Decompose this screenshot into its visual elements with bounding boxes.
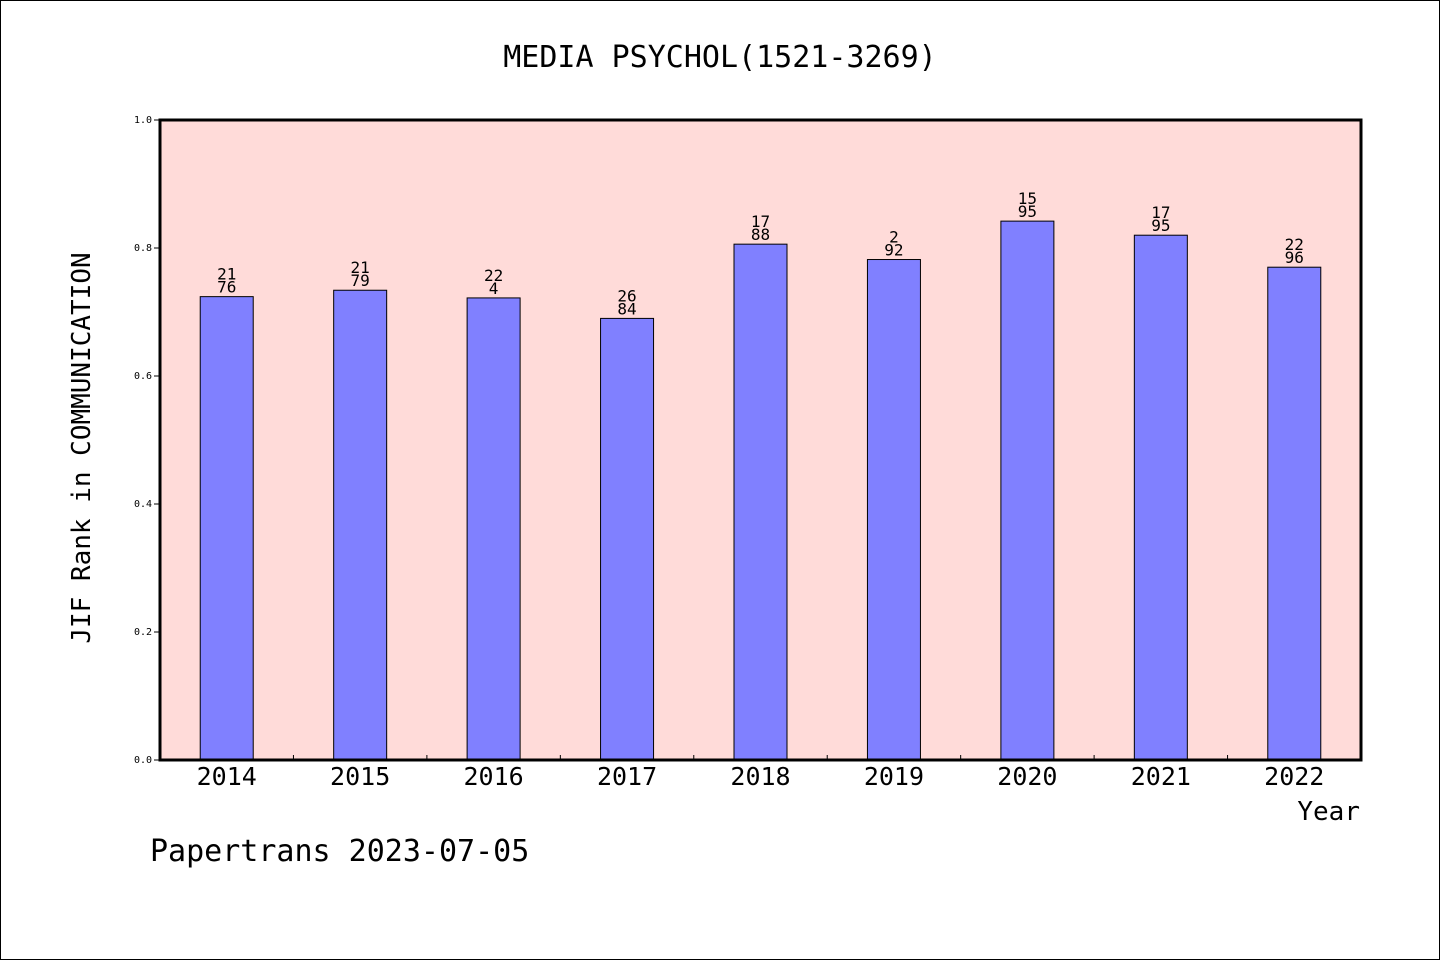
y-tick-label: 1.0 — [134, 115, 152, 126]
y-tick-label: 0.8 — [134, 243, 152, 254]
x-tick-label: 2016 — [464, 762, 524, 791]
plot-border — [158, 118, 1363, 762]
bar-rank-label: 21 — [217, 265, 236, 284]
y-axis-label: JIF Rank in COMMUNICATION — [67, 252, 97, 643]
x-tick-label: 2022 — [1264, 762, 1324, 791]
bar-rank-label: 15 — [1018, 189, 1037, 208]
bar-rank-label: 17 — [751, 212, 770, 231]
bar-rank-label: 22 — [484, 266, 503, 285]
x-tick-label: 2014 — [197, 762, 257, 791]
bar-total-label: 4 — [489, 279, 499, 298]
bar-2017 — [600, 317, 655, 761]
bar-total-label: 88 — [751, 225, 770, 244]
bar-total-label: 95 — [1018, 202, 1037, 221]
x-tick-label: 2019 — [864, 762, 924, 791]
bar-total-label: 76 — [217, 278, 236, 297]
bar-2015 — [333, 289, 388, 761]
watermark-footer: Papertrans 2023-07-05 — [150, 834, 530, 869]
bar-2016 — [466, 297, 521, 761]
x-tick-label: 2018 — [730, 762, 790, 791]
x-tick-label: 2017 — [597, 762, 657, 791]
x-axis-label: Year — [1297, 797, 1360, 827]
x-tick-label: 2020 — [997, 762, 1057, 791]
plot-area: 0.00.20.40.60.81.02014217620152179201622… — [134, 115, 1363, 791]
bar-total-label: 84 — [617, 299, 636, 318]
y-tick-label: 0.6 — [134, 371, 152, 382]
y-tick-label: 0.4 — [134, 499, 152, 510]
bar-2014 — [199, 296, 254, 761]
bar-rank-label: 22 — [1285, 235, 1304, 254]
x-tick-label: 2021 — [1131, 762, 1191, 791]
bar-rank-label: 17 — [1151, 203, 1170, 222]
bar-2021 — [1133, 234, 1188, 761]
bar-total-label: 92 — [884, 241, 903, 260]
chart-title: MEDIA PSYCHOL(1521-3269) — [503, 40, 936, 75]
bar-rank-label: 26 — [617, 286, 636, 305]
bar-2022 — [1267, 266, 1322, 761]
y-tick-label: 0.0 — [134, 755, 152, 766]
bar-total-label: 95 — [1151, 216, 1170, 235]
bar-2020 — [1000, 220, 1055, 761]
y-tick-label: 0.2 — [134, 627, 152, 638]
bar-2018 — [733, 243, 788, 761]
bar-total-label: 79 — [351, 271, 370, 290]
bar-rank-label: 21 — [351, 258, 370, 277]
x-tick-label: 2015 — [330, 762, 390, 791]
bar-2019 — [866, 259, 921, 761]
bar-rank-label: 2 — [889, 228, 899, 247]
bar-total-label: 96 — [1285, 248, 1304, 267]
